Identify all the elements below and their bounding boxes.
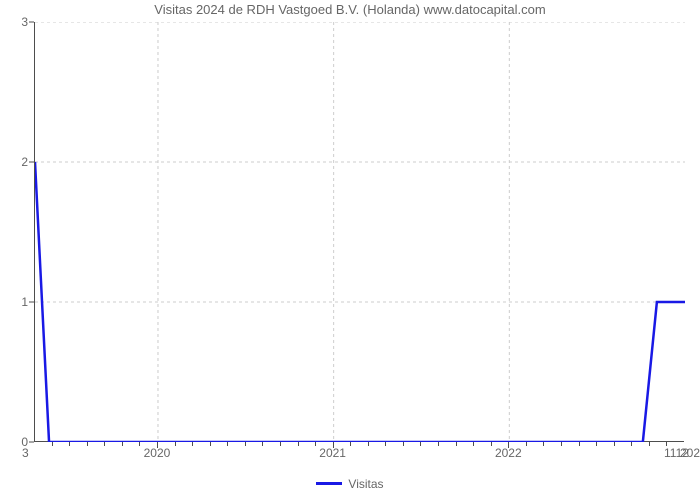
x-minor-tick-mark <box>139 442 140 446</box>
x-minor-tick-mark <box>491 442 492 446</box>
x-minor-tick-mark <box>649 442 650 446</box>
x-minor-tick-mark <box>52 442 53 446</box>
x-minor-tick-mark <box>262 442 263 446</box>
legend-label: Visitas <box>348 477 383 491</box>
x-minor-tick-mark <box>420 442 421 446</box>
x-minor-tick-mark <box>561 442 562 446</box>
x-tick-label: 2022 <box>495 446 522 460</box>
x-minor-tick-mark <box>403 442 404 446</box>
x-minor-tick-mark <box>614 442 615 446</box>
legend: Visitas <box>0 472 700 491</box>
x-minor-tick-mark <box>456 442 457 446</box>
secondary-y-label: 3 <box>22 446 29 460</box>
plot-area <box>34 22 684 442</box>
y-tick-mark <box>29 442 34 443</box>
x-minor-tick-mark <box>579 442 580 446</box>
y-tick-mark <box>29 302 34 303</box>
x-minor-tick-mark <box>245 442 246 446</box>
x-minor-tick-mark <box>175 442 176 446</box>
x-minor-tick-mark <box>280 442 281 446</box>
x-tick-label-edge: 202 <box>680 446 700 460</box>
x-minor-tick-mark <box>596 442 597 446</box>
x-minor-tick-mark <box>210 442 211 446</box>
chart-title: Visitas 2024 de RDH Vastgoed B.V. (Holan… <box>0 2 700 17</box>
y-tick-mark <box>29 22 34 23</box>
x-minor-tick-mark <box>69 442 70 446</box>
x-minor-tick-mark <box>350 442 351 446</box>
x-minor-tick-mark <box>385 442 386 446</box>
y-tick-label: 2 <box>2 155 28 169</box>
x-minor-tick-mark <box>438 442 439 446</box>
x-tick-label: 2020 <box>144 446 171 460</box>
x-minor-tick-mark <box>526 442 527 446</box>
x-minor-tick-mark <box>192 442 193 446</box>
x-minor-tick-mark <box>543 442 544 446</box>
y-tick-label: 3 <box>2 15 28 29</box>
chart-container: Visitas 2024 de RDH Vastgoed B.V. (Holan… <box>0 0 700 500</box>
y-tick-mark <box>29 162 34 163</box>
x-minor-tick-mark <box>104 442 105 446</box>
x-minor-tick-mark <box>368 442 369 446</box>
x-minor-tick-mark <box>87 442 88 446</box>
x-minor-tick-mark <box>631 442 632 446</box>
y-tick-label: 1 <box>2 295 28 309</box>
x-minor-tick-mark <box>315 442 316 446</box>
x-tick-label: 2021 <box>319 446 346 460</box>
legend-swatch <box>316 482 342 485</box>
x-minor-tick-mark <box>298 442 299 446</box>
plot-svg <box>35 22 685 442</box>
x-minor-tick-mark <box>473 442 474 446</box>
x-minor-tick-mark <box>227 442 228 446</box>
x-minor-tick-mark <box>122 442 123 446</box>
